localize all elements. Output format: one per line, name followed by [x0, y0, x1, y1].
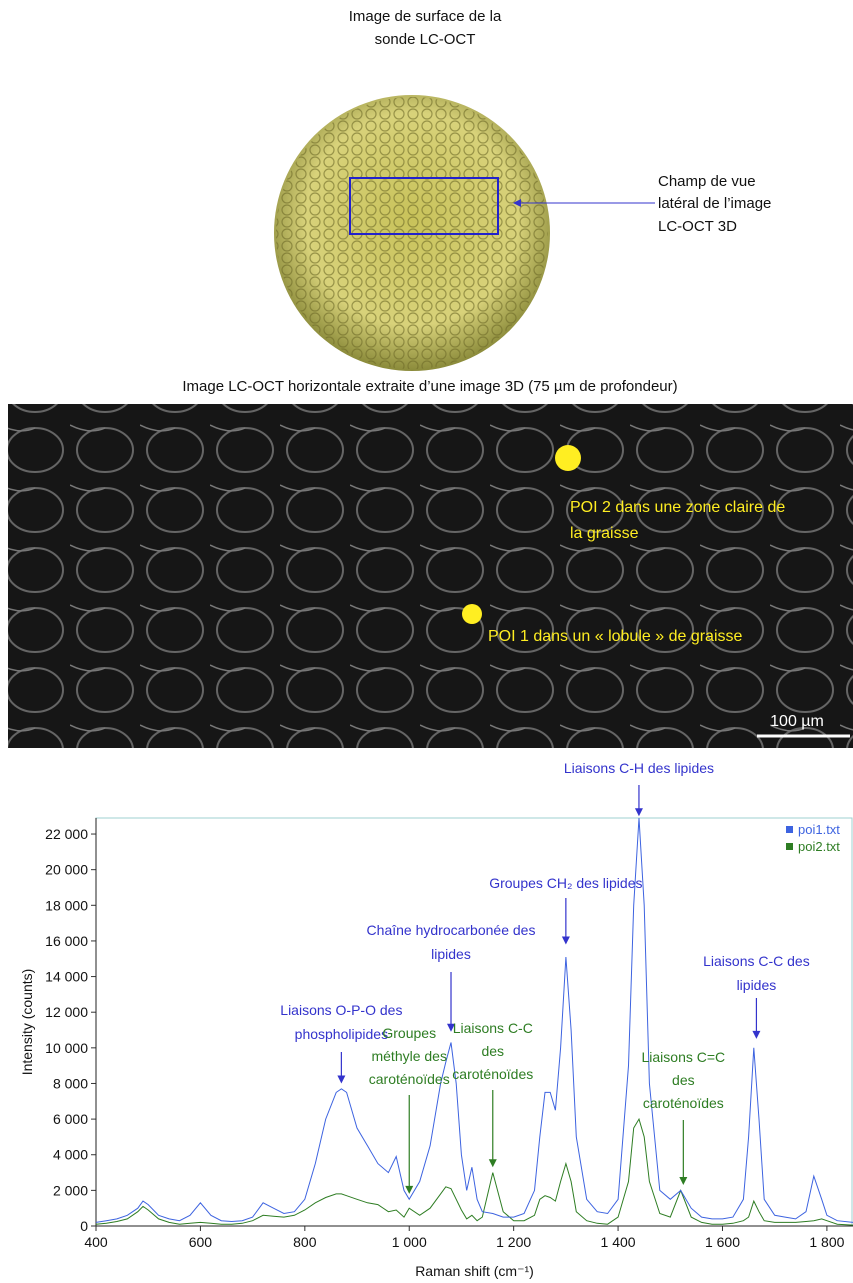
poi2-marker	[555, 445, 581, 471]
annotation-arrowhead	[561, 936, 570, 945]
annotation-text: caroténoïdes	[643, 1095, 724, 1111]
y-tick-label: 10 000	[45, 1040, 88, 1056]
annotation: latéral de l’image	[658, 195, 771, 212]
y-tick-label: 0	[80, 1218, 88, 1234]
poi2-label: POI 2 dans une zone claire de	[570, 499, 785, 516]
y-tick-label: 14 000	[45, 969, 88, 985]
annotation-arrowhead	[447, 1023, 456, 1032]
field-of-view-box	[349, 177, 499, 235]
annotation-text: phospholipides	[295, 1026, 388, 1042]
top-title: Image de surface de la	[349, 8, 502, 25]
legend-swatch	[786, 826, 793, 833]
x-tick-label: 1 200	[496, 1234, 531, 1250]
annotation-text: Chaîne hydrocarbonée des	[367, 922, 536, 938]
annotation-text: Liaisons O-P-O des	[280, 1002, 402, 1018]
oct-texture	[8, 404, 853, 748]
annotation-text: lipides	[737, 977, 777, 993]
annotation-arrowhead	[679, 1177, 688, 1186]
poi1-label: POI 1 dans un « lobule » de graisse	[488, 628, 742, 645]
x-tick-label: 1 800	[809, 1234, 844, 1250]
series-line	[95, 817, 853, 1223]
annotation-arrowhead	[337, 1075, 346, 1084]
y-axis-label: Intensity (counts)	[19, 969, 35, 1076]
x-tick-label: 400	[84, 1234, 108, 1250]
x-tick-label: 800	[293, 1234, 317, 1250]
annotation: LC-OCT 3D	[658, 218, 737, 235]
x-axis-label: Raman shift (cm⁻¹)	[415, 1263, 534, 1279]
poi2-label: la graisse	[570, 525, 639, 542]
legend-label: poi1.txt	[798, 822, 840, 837]
annotation-arrowhead	[405, 1185, 414, 1194]
scale-label: 100 µm	[770, 713, 824, 730]
annotation-text: Groupes CH₂ des lipides	[489, 875, 642, 891]
annotation-text: Liaisons C=C	[641, 1049, 725, 1065]
middle-title: Image LC-OCT horizontale extraite d’une …	[182, 378, 677, 395]
series-line	[95, 1117, 853, 1226]
y-tick-label: 16 000	[45, 933, 88, 949]
annotation-text: Groupes	[382, 1025, 436, 1041]
y-tick-label: 6 000	[53, 1111, 88, 1127]
annotation-text: Liaisons C-H des lipides	[564, 760, 714, 776]
annotation-text: Liaisons C-C des	[703, 953, 810, 969]
annotation-arrowhead	[634, 808, 643, 817]
annotation-text: méthyle des	[371, 1048, 446, 1064]
annotation-text: des	[481, 1043, 504, 1059]
annotation-arrowhead	[488, 1159, 497, 1168]
x-tick-label: 600	[189, 1234, 213, 1250]
legend-swatch	[786, 843, 793, 850]
top-title: sonde LC-OCT	[375, 31, 476, 48]
y-tick-label: 8 000	[53, 1075, 88, 1091]
annotation-arrowhead	[752, 1030, 761, 1039]
annotation: Champ de vue	[658, 173, 756, 190]
annotation-text: caroténoïdes	[452, 1066, 533, 1082]
x-tick-label: 1 000	[392, 1234, 427, 1250]
annotation-text: lipides	[431, 946, 471, 962]
y-tick-label: 4 000	[53, 1147, 88, 1163]
y-tick-label: 12 000	[45, 1004, 88, 1020]
annotation-text: des	[672, 1072, 695, 1088]
poi1-marker	[462, 604, 482, 624]
x-tick-label: 1 600	[705, 1234, 740, 1250]
y-tick-label: 20 000	[45, 862, 88, 878]
annotation-text: caroténoïdes	[369, 1071, 450, 1087]
y-tick-label: 22 000	[45, 826, 88, 842]
y-tick-label: 18 000	[45, 897, 88, 913]
legend-label: poi2.txt	[798, 839, 840, 854]
chart: 0 2 000 4 000 6 000 8 000 10 000 12 000 14 000 1…	[19, 760, 853, 1279]
y-tick-label: 2 000	[53, 1182, 88, 1198]
x-tick-label: 1 400	[601, 1234, 636, 1250]
annotation-text: Liaisons C-C	[453, 1020, 533, 1036]
